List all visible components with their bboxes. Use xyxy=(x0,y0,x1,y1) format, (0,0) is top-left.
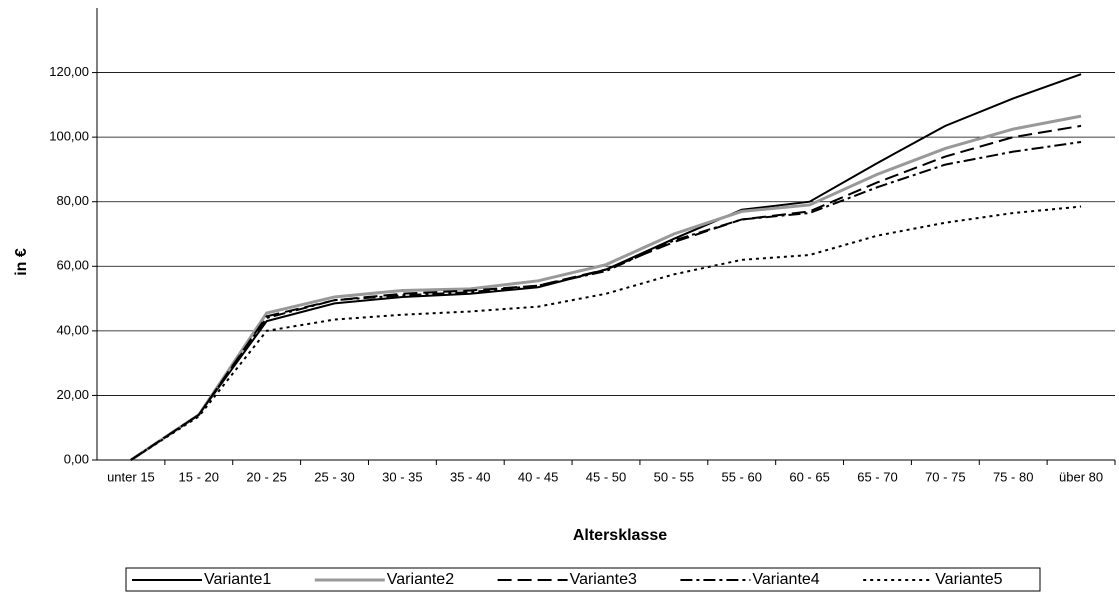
x-tick-label: 25 - 30 xyxy=(314,469,354,484)
y-tick-label: 0,00 xyxy=(64,451,89,466)
y-tick-label: 80,00 xyxy=(56,193,89,208)
x-tick-label: unter 15 xyxy=(107,469,155,484)
x-tick-label: 55 - 60 xyxy=(721,469,761,484)
legend-box xyxy=(125,567,1041,592)
legend-label: Variante3 xyxy=(570,571,637,588)
y-tick-label: 60,00 xyxy=(56,258,89,273)
legend-label: Variante1 xyxy=(204,571,271,588)
series-line xyxy=(130,140,1082,461)
y-tick-label: 20,00 xyxy=(56,387,89,402)
series-line xyxy=(130,114,1082,462)
x-tick-label: über 80 xyxy=(1059,469,1103,484)
x-tick-label: 35 - 40 xyxy=(450,469,490,484)
y-tick-label: 100,00 xyxy=(49,129,89,144)
x-tick-label: 45 - 50 xyxy=(586,469,626,484)
x-tick-label: 75 - 80 xyxy=(993,469,1033,484)
y-tick-label: 40,00 xyxy=(56,322,89,337)
y-axis-label: in € xyxy=(13,248,30,276)
x-tick-label: 20 - 25 xyxy=(246,469,286,484)
x-tick-label: 50 - 55 xyxy=(654,469,694,484)
x-tick-label: 30 - 35 xyxy=(382,469,422,484)
x-tick-label: 70 - 75 xyxy=(925,469,965,484)
x-tick-label: 40 - 45 xyxy=(518,469,558,484)
x-axis-label: Altersklasse xyxy=(573,527,667,544)
legend-label: Variante4 xyxy=(752,571,819,588)
x-tick-label: 65 - 70 xyxy=(857,469,897,484)
legend-label: Variante2 xyxy=(387,571,454,588)
legend-label: Variante5 xyxy=(935,571,1002,588)
x-tick-label: 15 - 20 xyxy=(179,469,219,484)
series-line xyxy=(130,124,1082,461)
y-tick-label: 120,00 xyxy=(49,64,89,79)
x-tick-label: 60 - 65 xyxy=(789,469,829,484)
series-line xyxy=(130,73,1082,461)
series-line xyxy=(130,205,1082,461)
